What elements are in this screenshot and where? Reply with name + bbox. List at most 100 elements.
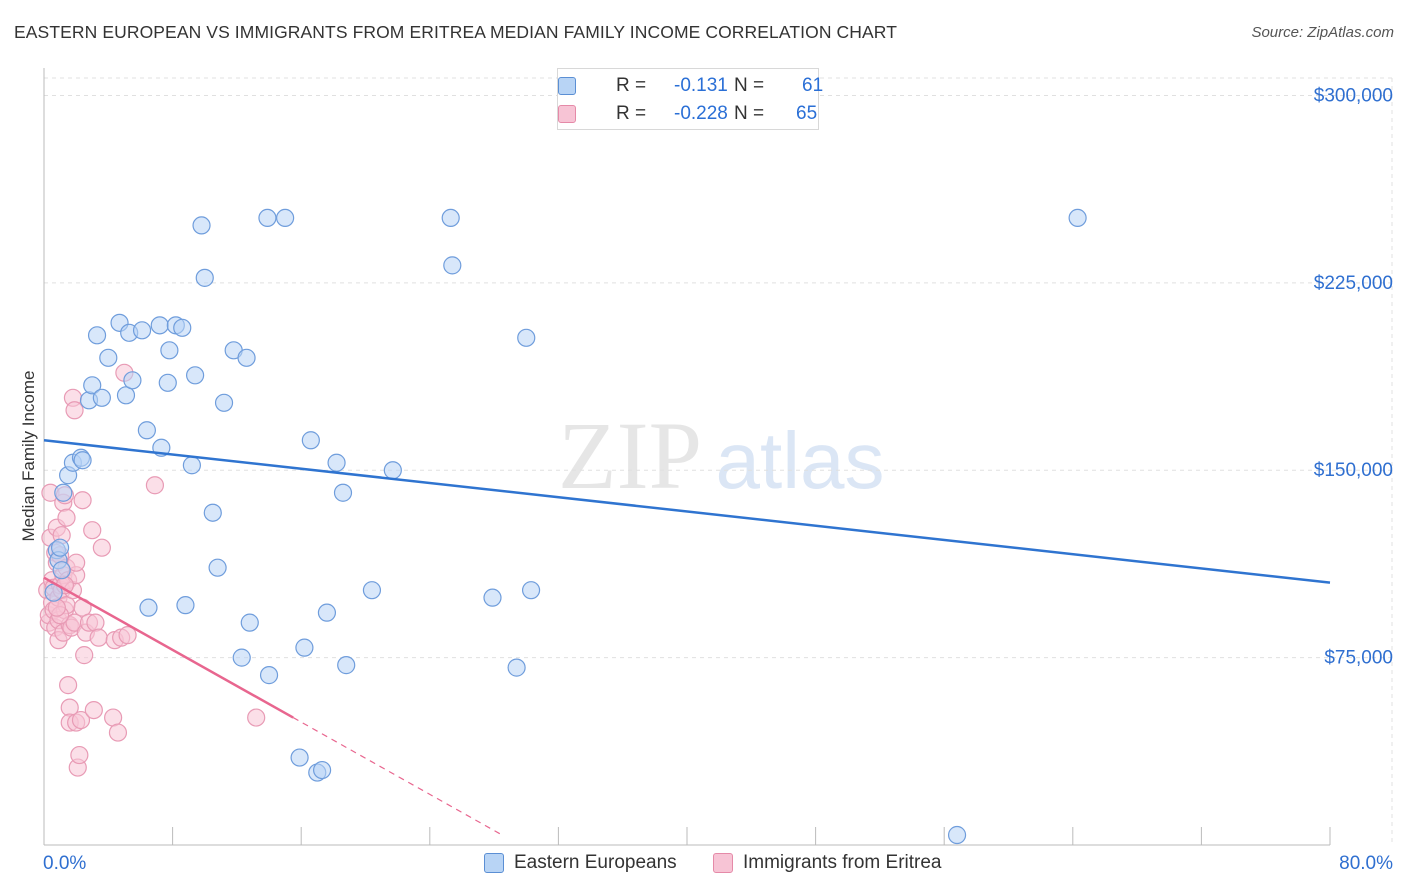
- stats-legend-box: R = -0.131 N = 61 R = -0.228 N = 65: [557, 68, 823, 130]
- point-eastern-europeans: [92, 388, 111, 407]
- point-eastern-europeans: [54, 483, 73, 502]
- point-immigrants-from-eritrea: [108, 723, 128, 742]
- y-tick-label: $225,000: [1314, 273, 1393, 294]
- point-immigrants-from-eritrea: [145, 476, 165, 495]
- point-eastern-europeans: [50, 538, 70, 557]
- point-eastern-europeans: [208, 558, 227, 577]
- point-eastern-europeans: [240, 613, 259, 632]
- point-immigrants-from-eritrea: [118, 626, 137, 645]
- point-eastern-europeans: [173, 318, 192, 337]
- point-eastern-europeans: [327, 453, 346, 472]
- chart-title: EASTERN EUROPEAN VS IMMIGRANTS FROM ERIT…: [14, 22, 897, 42]
- point-eastern-europeans: [214, 393, 234, 412]
- point-eastern-europeans: [232, 648, 251, 667]
- point-eastern-europeans: [258, 208, 277, 228]
- stats-r-value: -0.131: [674, 75, 728, 96]
- point-eastern-europeans: [1068, 208, 1087, 228]
- point-eastern-europeans: [192, 216, 211, 235]
- stats-swatch-pink: [558, 105, 576, 123]
- watermark-atlas: atlas: [716, 416, 885, 505]
- point-immigrants-from-eritrea: [73, 491, 92, 510]
- y-tick-label: $300,000: [1314, 85, 1393, 106]
- x-tick-label-min: 0.0%: [43, 853, 86, 874]
- trend-lines: [43, 439, 1331, 836]
- point-eastern-europeans: [116, 386, 136, 405]
- point-eastern-europeans: [158, 373, 177, 392]
- point-eastern-europeans: [132, 321, 152, 340]
- point-immigrants-from-eritrea: [71, 710, 91, 730]
- point-immigrants-from-eritrea: [104, 708, 123, 727]
- point-immigrants-from-eritrea: [59, 676, 78, 695]
- point-eastern-europeans: [83, 376, 102, 395]
- point-eastern-europeans: [517, 328, 536, 347]
- stats-n-label: N =: [734, 75, 765, 96]
- point-immigrants-from-eritrea: [83, 521, 102, 540]
- point-immigrants-from-eritrea: [86, 613, 105, 632]
- point-eastern-europeans: [521, 581, 541, 600]
- point-eastern-europeans: [362, 581, 382, 600]
- point-immigrants-from-eritrea: [65, 401, 84, 420]
- point-eastern-europeans: [333, 483, 353, 502]
- point-eastern-europeans: [203, 503, 222, 522]
- point-eastern-europeans: [176, 596, 195, 615]
- point-eastern-europeans: [295, 638, 314, 657]
- y-tick-label: $150,000: [1314, 460, 1393, 481]
- point-eastern-europeans: [259, 666, 279, 685]
- legend-item-eastern-europeans[interactable]: Eastern Europeans: [484, 852, 677, 874]
- point-eastern-europeans: [123, 371, 142, 390]
- trend-line-eritrea-extrapolated: [292, 717, 503, 836]
- point-immigrants-from-eritrea: [247, 708, 266, 727]
- stats-r-label: R =: [616, 103, 647, 124]
- watermark: ZIP atlas: [558, 402, 884, 509]
- point-eastern-europeans: [87, 326, 107, 345]
- point-eastern-europeans: [483, 588, 502, 607]
- point-eastern-europeans: [301, 431, 320, 450]
- point-eastern-europeans: [139, 598, 158, 617]
- stats-n-value: 65: [796, 103, 818, 124]
- point-eastern-europeans: [443, 256, 462, 275]
- tick-labels: $75,000 $150,000 $225,000 $300,000 0.0% 80.0%: [43, 85, 1393, 874]
- y-tick-label: $75,000: [1324, 648, 1393, 669]
- legend-item-immigrants-from-eritrea[interactable]: Immigrants from Eritrea: [713, 852, 941, 874]
- trend-line-eritrea: [43, 576, 294, 719]
- legend-swatch-blue: [484, 853, 504, 873]
- trend-line-eastern-europeans: [43, 439, 1331, 584]
- legend-swatch-pink: [713, 853, 733, 873]
- stats-r-label: R =: [616, 75, 647, 96]
- point-eastern-europeans: [947, 825, 967, 845]
- point-eastern-europeans: [441, 208, 460, 228]
- point-immigrants-from-eritrea: [57, 508, 76, 527]
- point-eastern-europeans: [73, 451, 92, 470]
- stats-n-value: 61: [802, 75, 824, 96]
- legend-label: Immigrants from Eritrea: [743, 852, 942, 873]
- point-eastern-europeans: [195, 268, 214, 287]
- point-eastern-europeans: [99, 348, 118, 367]
- series-eastern-europeans: [44, 208, 1087, 845]
- point-eastern-europeans: [317, 603, 337, 622]
- point-eastern-europeans: [276, 208, 295, 228]
- legend-label: Eastern Europeans: [514, 852, 677, 873]
- point-eastern-europeans: [507, 658, 526, 677]
- source-label: Source: ZipAtlas.com: [1251, 24, 1394, 41]
- point-immigrants-from-eritrea: [89, 628, 108, 647]
- point-immigrants-from-eritrea: [67, 553, 86, 572]
- point-eastern-europeans: [182, 456, 201, 475]
- point-immigrants-from-eritrea: [70, 745, 89, 765]
- point-eastern-europeans: [186, 366, 205, 385]
- point-eastern-europeans: [237, 348, 256, 367]
- stats-swatch-blue: [558, 77, 576, 95]
- point-eastern-europeans: [337, 656, 356, 675]
- point-eastern-europeans: [383, 461, 402, 480]
- point-eastern-europeans: [150, 316, 169, 335]
- point-eastern-europeans: [160, 341, 179, 360]
- axes: [43, 68, 1331, 846]
- x-tick-label-max: 80.0%: [1339, 853, 1393, 874]
- y-axis-label: Median Family Income: [19, 370, 38, 541]
- point-eastern-europeans: [312, 760, 332, 780]
- point-immigrants-from-eritrea: [92, 538, 111, 557]
- point-immigrants-from-eritrea: [75, 646, 94, 665]
- stats-n-label: N =: [734, 103, 765, 124]
- point-eastern-europeans: [52, 561, 71, 580]
- point-immigrants-from-eritrea: [84, 700, 103, 720]
